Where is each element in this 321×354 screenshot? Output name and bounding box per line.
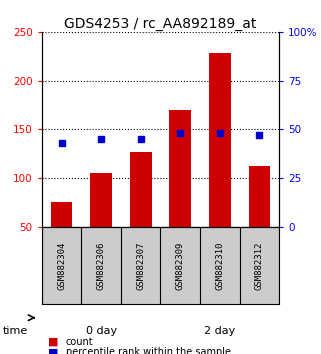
- Bar: [209, 53, 231, 227]
- Text: count: count: [66, 337, 93, 347]
- Text: 0 day: 0 day: [86, 326, 117, 336]
- Text: GSM882306: GSM882306: [97, 241, 106, 290]
- Text: ■: ■: [48, 337, 59, 347]
- Text: GSM882310: GSM882310: [215, 241, 224, 290]
- Bar: [51, 202, 73, 227]
- Bar: [169, 110, 191, 227]
- Text: time: time: [3, 326, 29, 336]
- Text: percentile rank within the sample: percentile rank within the sample: [66, 347, 231, 354]
- Bar: [90, 173, 112, 227]
- Text: GSM882312: GSM882312: [255, 241, 264, 290]
- Title: GDS4253 / rc_AA892189_at: GDS4253 / rc_AA892189_at: [64, 17, 257, 31]
- Text: GSM882304: GSM882304: [57, 241, 66, 290]
- Text: 2 day: 2 day: [204, 326, 236, 336]
- Text: ■: ■: [48, 347, 59, 354]
- Text: GSM882309: GSM882309: [176, 241, 185, 290]
- Bar: [248, 166, 270, 227]
- Bar: [130, 152, 152, 227]
- Text: GSM882307: GSM882307: [136, 241, 145, 290]
